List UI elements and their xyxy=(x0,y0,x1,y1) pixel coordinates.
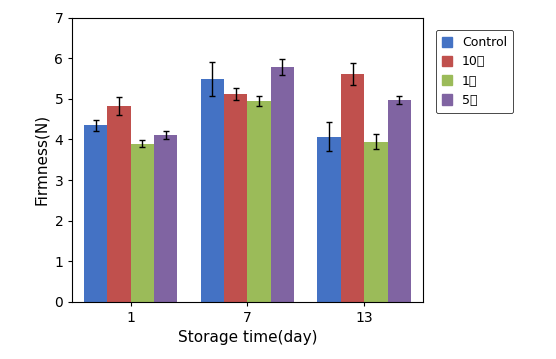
Y-axis label: Firmness(N): Firmness(N) xyxy=(34,114,49,205)
Bar xyxy=(247,101,271,302)
Bar xyxy=(341,74,364,302)
Bar xyxy=(154,135,177,302)
Bar xyxy=(388,100,411,302)
Bar xyxy=(317,137,341,302)
Bar xyxy=(201,79,224,302)
Bar xyxy=(271,67,294,302)
Bar xyxy=(364,141,388,302)
Bar xyxy=(107,106,131,302)
Legend: Control, 10초, 1분, 5분: Control, 10초, 1분, 5분 xyxy=(436,30,513,113)
Bar xyxy=(224,94,247,302)
Bar xyxy=(131,144,154,302)
Bar xyxy=(84,125,107,302)
X-axis label: Storage time(day): Storage time(day) xyxy=(178,330,317,345)
